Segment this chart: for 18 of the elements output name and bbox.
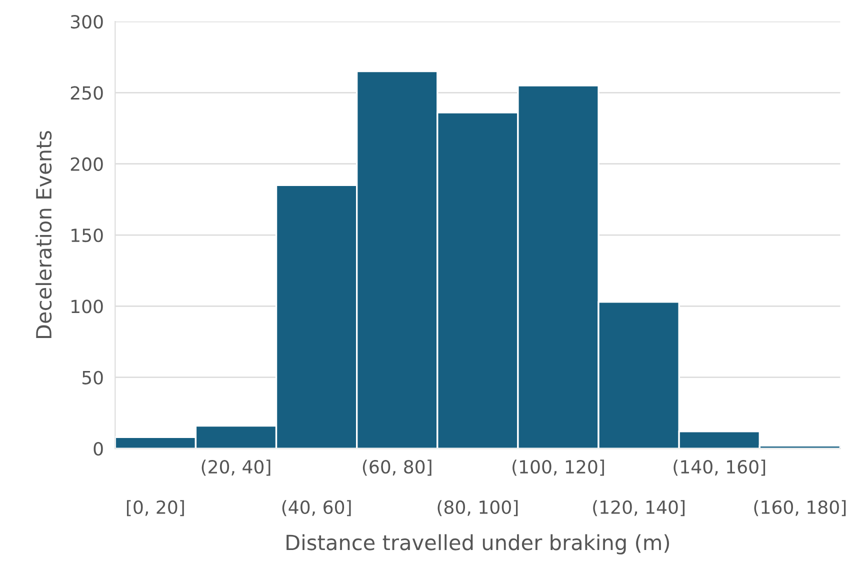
x-axis-title: Distance travelled under braking (m) xyxy=(286,534,670,554)
y-tick-label: 0 xyxy=(94,442,103,456)
x-tick-label: (140, 160] xyxy=(674,460,766,476)
y-axis-title: Deceleration Events xyxy=(36,130,52,338)
y-tick-label: 50 xyxy=(82,370,103,384)
x-tick-label: (100, 120] xyxy=(512,460,604,476)
y-tick-label: 300 xyxy=(70,14,103,29)
y-tick-label: 250 xyxy=(70,86,103,100)
x-tick-label: (40, 60] xyxy=(282,500,351,516)
x-tick-label: (20, 40] xyxy=(202,460,270,476)
x-tick-label: (120, 140] xyxy=(593,500,684,516)
x-tick-label: (60, 80] xyxy=(362,460,432,476)
x-tick-label: [0, 20] xyxy=(126,500,184,516)
x-tick-label: (160, 180] xyxy=(754,500,846,516)
y-tick-label: 100 xyxy=(72,300,103,314)
x-tick-label: (80, 100] xyxy=(438,500,518,516)
y-tick-label: 200 xyxy=(70,157,103,171)
y-tick-label: 150 xyxy=(72,228,103,242)
